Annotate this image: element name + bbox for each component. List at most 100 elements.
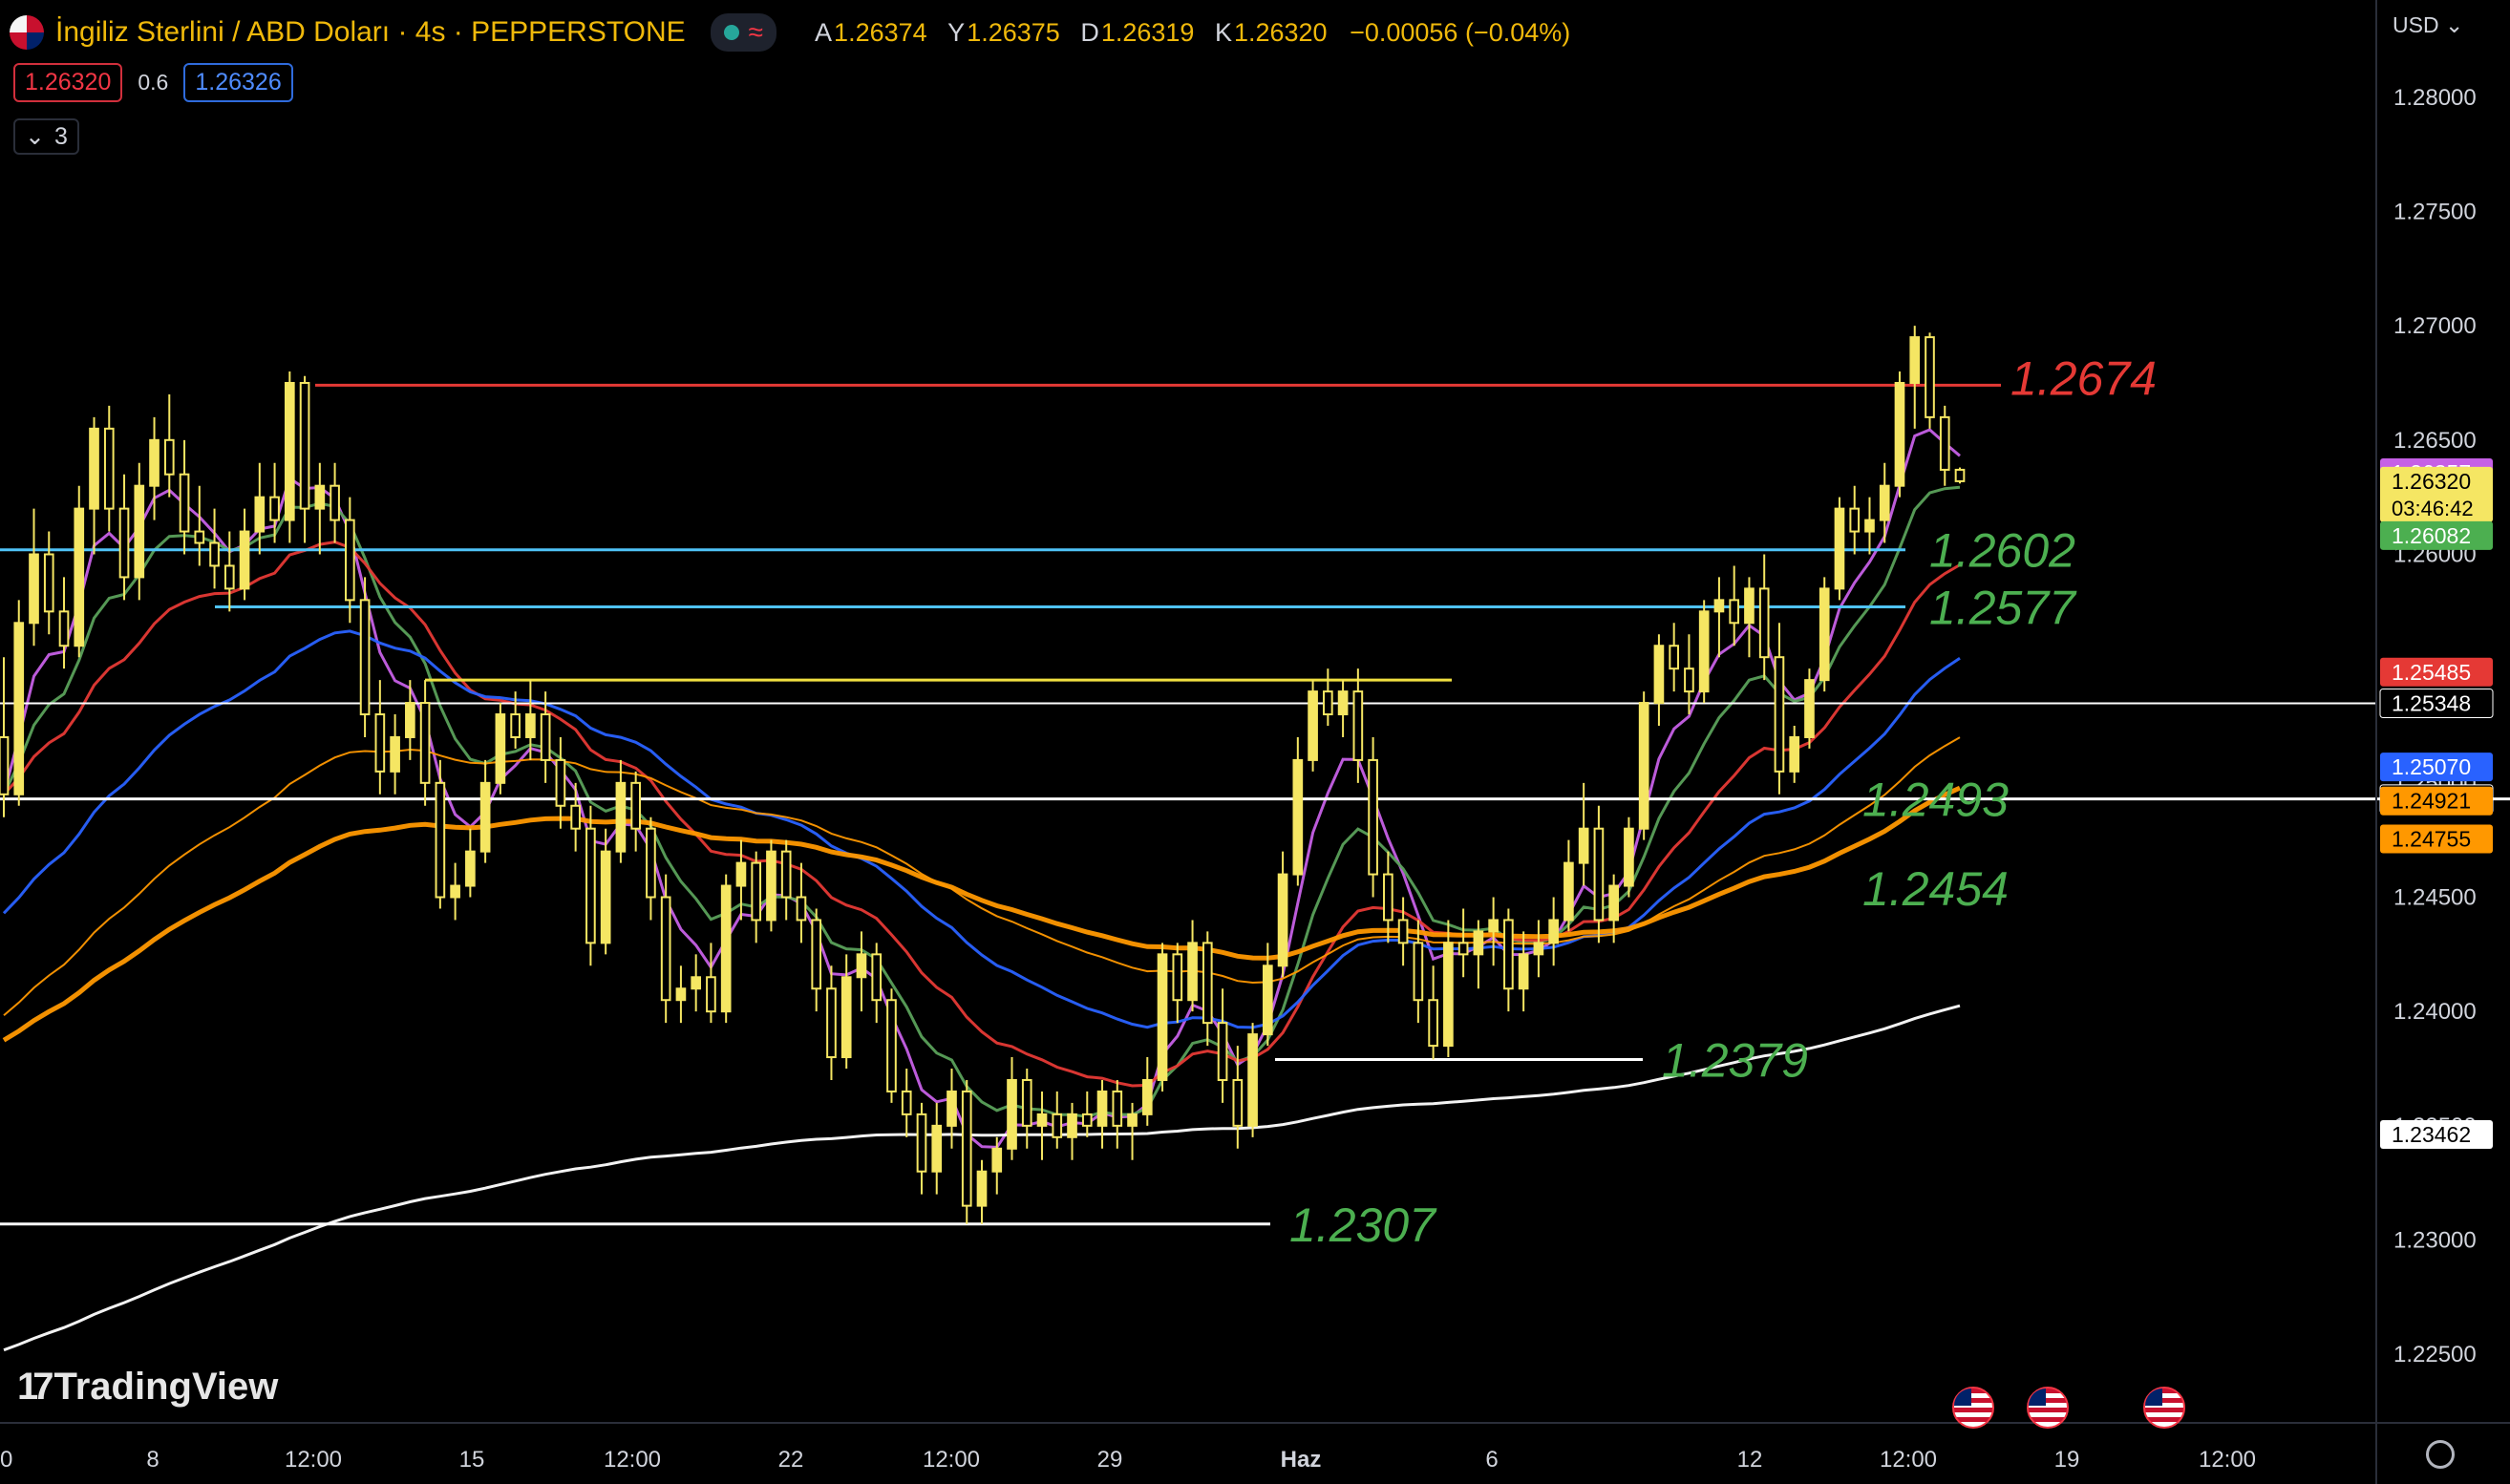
candle-body: [886, 999, 897, 1092]
candle-body: [1653, 645, 1665, 705]
candle-body: [615, 781, 627, 853]
candle-body: [1172, 953, 1183, 1002]
candle-body: [74, 507, 85, 647]
candle-body: [1052, 1113, 1063, 1138]
candle-body: [540, 713, 551, 761]
level-label: 1.2493: [1862, 774, 2009, 827]
x-tick-label: 8: [146, 1447, 159, 1473]
price-tag: [2380, 824, 2493, 854]
candle-body: [766, 850, 776, 922]
y-tick-label: 1.26500: [2393, 428, 2477, 454]
candle-body: [0, 735, 10, 795]
candle-body: [1713, 599, 1725, 613]
candle-body: [43, 553, 54, 613]
candle-body: [555, 758, 566, 807]
candle-body: [826, 987, 837, 1059]
candle-body: [1758, 587, 1770, 659]
tradingview-logo[interactable]: 17 TradingView: [17, 1366, 278, 1409]
candle-body: [1925, 336, 1935, 418]
candle-body: [646, 827, 656, 899]
candle-body: [1337, 690, 1349, 716]
candle-body: [1909, 336, 1921, 384]
candle-body: [223, 564, 235, 590]
x-tick-label: 22: [778, 1447, 804, 1473]
price-tag-value: 1.25070: [2392, 754, 2471, 779]
sell-button[interactable]: 1.26320: [13, 63, 123, 102]
candle-body: [1563, 861, 1574, 922]
candle-body: [330, 484, 340, 521]
candle-body: [1217, 1022, 1228, 1081]
candle-body: [479, 781, 491, 853]
indicators-count: 3: [53, 122, 68, 150]
candle-body: [931, 1124, 943, 1173]
candle-body: [1834, 507, 1845, 590]
candle-body: [570, 804, 581, 830]
candle-body: [1729, 599, 1740, 625]
candle-body: [1262, 965, 1273, 1036]
candle-body: [1232, 1078, 1244, 1127]
x-tick-label: 6: [1485, 1447, 1498, 1473]
candle-body: [1849, 507, 1861, 533]
candle-body: [1428, 999, 1438, 1048]
candle-body: [179, 473, 190, 533]
candle-body: [239, 530, 250, 590]
market-status[interactable]: ≈: [710, 13, 777, 52]
price-tag: [2380, 753, 2493, 782]
candle-body: [209, 541, 220, 567]
candle-body: [1096, 1090, 1108, 1127]
candle-body: [1368, 758, 1378, 876]
candle-body: [691, 976, 702, 990]
us-event-flag-icon[interactable]: [2143, 1387, 2185, 1429]
candle-body: [1698, 610, 1710, 693]
candle-body: [1157, 953, 1168, 1081]
candle-body: [1021, 1078, 1032, 1127]
trade-panel: 1.26320 0.6 1.26326: [13, 63, 293, 102]
candle-body: [405, 702, 415, 738]
buy-button[interactable]: 1.26326: [183, 63, 293, 102]
settings-gear-icon[interactable]: [2426, 1440, 2455, 1469]
candle-body: [1488, 919, 1499, 933]
ema-green-line: [2, 485, 1961, 1118]
candle-body: [1457, 942, 1469, 956]
candle-body: [780, 850, 792, 899]
candle-body: [901, 1090, 912, 1115]
candle-body: [450, 884, 460, 899]
candle-body: [163, 438, 175, 476]
candle-body: [254, 496, 266, 533]
symbol-title[interactable]: İngiliz Sterlini / ABD Doları · 4s · PEP…: [55, 16, 686, 48]
price-tag-value: 1.23462: [2392, 1122, 2471, 1147]
indicators-toggle[interactable]: ⌄ 3: [13, 118, 79, 155]
price-tag: [2379, 689, 2494, 719]
candle-body: [1141, 1078, 1153, 1115]
candle-body: [1112, 1090, 1123, 1127]
candle-body: [856, 953, 867, 979]
candle-body: [751, 861, 762, 922]
candle-body: [1624, 827, 1634, 887]
candle-body: [1247, 1033, 1258, 1127]
us-event-flag-icon[interactable]: [1952, 1387, 1994, 1429]
candle-body: [1007, 1078, 1017, 1150]
candle-body: [961, 1090, 972, 1207]
candle-body: [1894, 381, 1905, 487]
us-event-flag-icon[interactable]: [2027, 1387, 2069, 1429]
candle-body: [390, 735, 400, 773]
candle-body: [1578, 827, 1589, 864]
candle-body: [720, 884, 732, 1013]
candle-body: [1323, 690, 1333, 716]
candle-body: [1352, 690, 1364, 761]
candle-body: [796, 896, 807, 922]
ema-blue-line: [2, 629, 1961, 1029]
candle-body: [1804, 679, 1815, 738]
logo-text: TradingView: [53, 1366, 279, 1408]
candle-body: [1443, 942, 1454, 1048]
y-tick-label: 1.24000: [2393, 999, 2477, 1025]
candle-body: [630, 781, 641, 830]
candle-body: [89, 427, 99, 510]
candle-body: [1954, 468, 1966, 482]
candle-body: [1413, 942, 1424, 1002]
level-label: 1.2307: [1289, 1198, 1437, 1252]
close-label: K: [1214, 17, 1232, 47]
candle-body: [374, 713, 386, 773]
candle-body: [1292, 758, 1304, 876]
